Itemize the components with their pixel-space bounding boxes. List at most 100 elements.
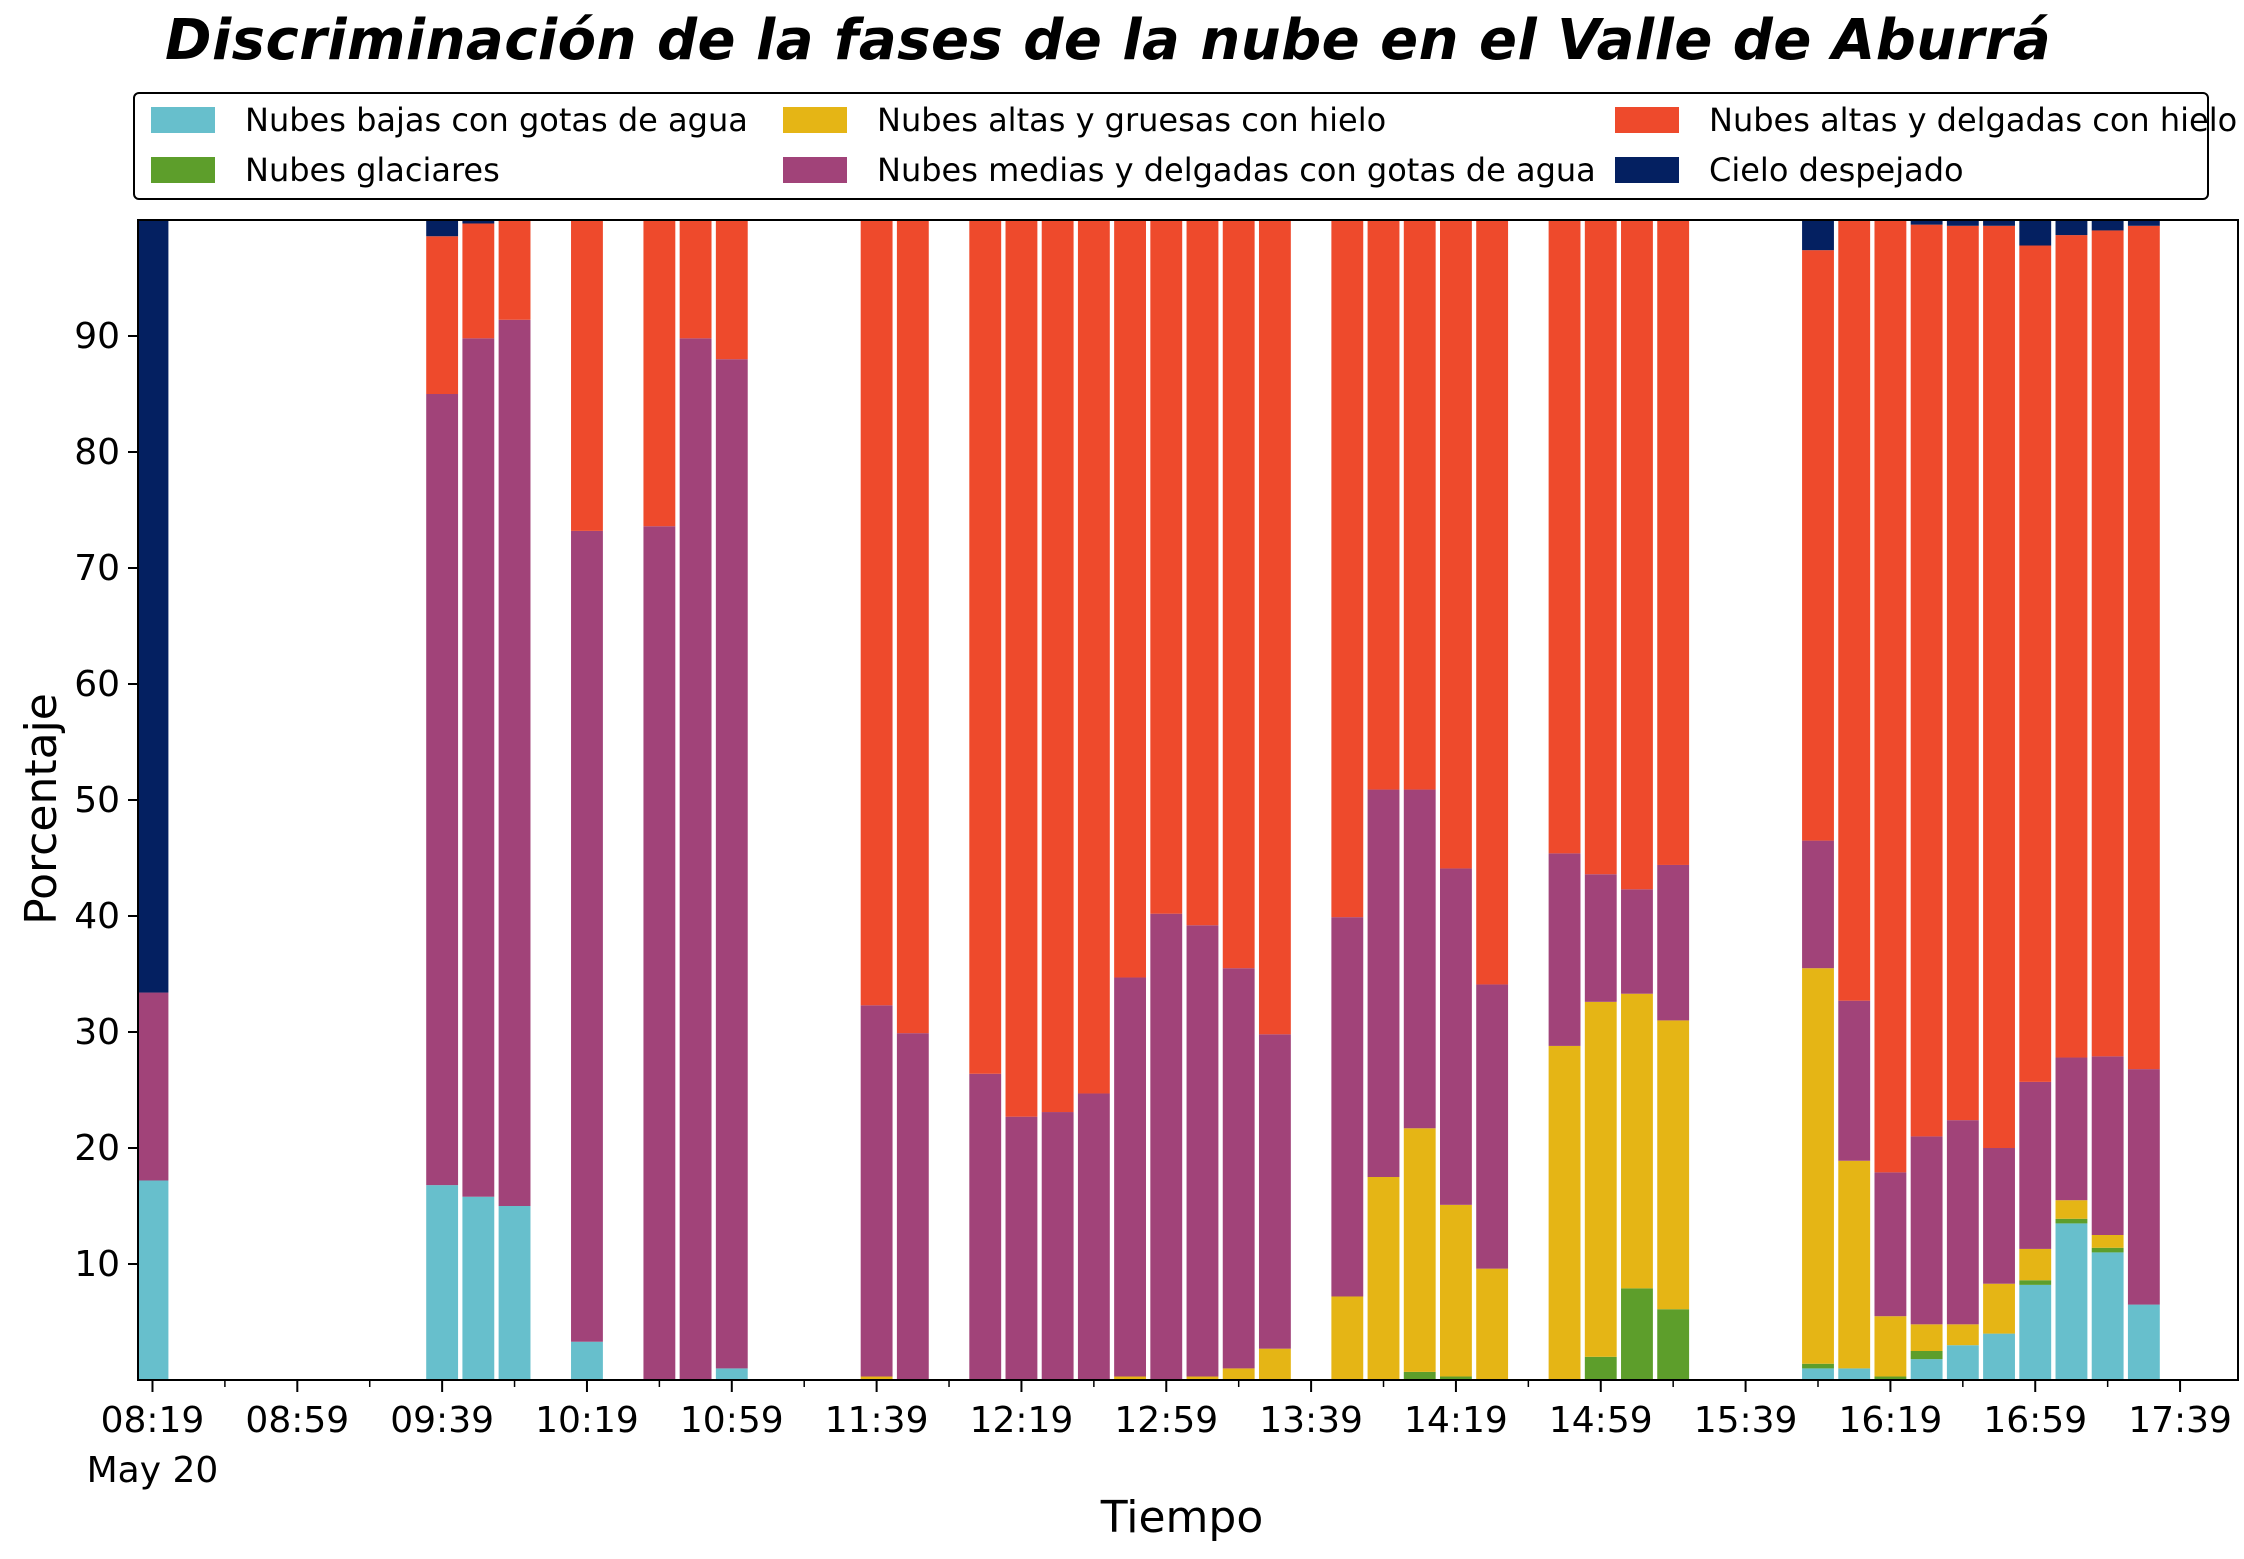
bar-segment-nubes-bajas-con-gotas-de-agua bbox=[2127, 1304, 2160, 1380]
legend-swatch-cielo-despejado bbox=[1615, 157, 1679, 183]
x-tick-label: 14:59 bbox=[1549, 1400, 1653, 1441]
bar-segment-nubes-altas-y-delgadas-con-hielo bbox=[1077, 220, 1110, 1094]
x-tick-label: 16:59 bbox=[1983, 1400, 2087, 1441]
bar-group-1329 bbox=[1258, 220, 1291, 1380]
bar-group-1349 bbox=[1331, 220, 1364, 1380]
x-tick-label: 13:39 bbox=[1259, 1400, 1363, 1441]
y-tick-label: 80 bbox=[74, 432, 120, 473]
bar-segment-nubes-altas-y-delgadas-con-hielo bbox=[2019, 245, 2052, 1082]
x-tick-label: 15:39 bbox=[1694, 1400, 1798, 1441]
bar-segment-cielo-despejado bbox=[1983, 220, 2015, 226]
bar-segment-nubes-altas-y-delgadas-con-hielo bbox=[1150, 220, 1183, 914]
bar-segment-nubes-medias-y-delgadas-con-gotas-de-agua bbox=[1114, 977, 1146, 1377]
bar-segment-nubes-medias-y-delgadas-con-gotas-de-agua bbox=[1983, 1148, 2015, 1284]
bar-segment-nubes-medias-y-delgadas-con-gotas-de-agua bbox=[1946, 1120, 1979, 1325]
bar-segment-nubes-altas-y-delgadas-con-hielo bbox=[1874, 220, 1907, 1173]
bar-group-1709 bbox=[2055, 220, 2088, 1380]
bar-segment-nubes-altas-y-delgadas-con-hielo bbox=[498, 220, 531, 320]
bar-segment-nubes-medias-y-delgadas-con-gotas-de-agua bbox=[1910, 1136, 1943, 1325]
bar-group-0949 bbox=[462, 220, 495, 1380]
bar-segment-cielo-despejado bbox=[1946, 220, 1979, 226]
bar-segment-nubes-altas-y-delgadas-con-hielo bbox=[969, 220, 1002, 1074]
bar-segment-nubes-medias-y-delgadas-con-gotas-de-agua bbox=[1005, 1116, 1038, 1380]
bar-segment-nubes-bajas-con-gotas-de-agua bbox=[498, 1206, 531, 1380]
bar-segment-nubes-glaciares bbox=[1910, 1351, 1943, 1360]
bar-segment-nubes-bajas-con-gotas-de-agua bbox=[138, 1180, 169, 1380]
x-date-label: May 20 bbox=[87, 1450, 219, 1491]
bar-segment-nubes-altas-y-delgadas-con-hielo bbox=[643, 220, 676, 527]
bar-group-1049 bbox=[679, 220, 712, 1380]
legend-item-cielo-despejado: Cielo despejado bbox=[1615, 150, 1964, 190]
bar-segment-nubes-medias-y-delgadas-con-gotas-de-agua bbox=[643, 526, 676, 1380]
legend-item-nubes-glaciares: Nubes glaciares bbox=[151, 150, 500, 190]
bar-segment-nubes-altas-y-delgadas-con-hielo bbox=[1222, 220, 1255, 969]
bar-group-1419 bbox=[1440, 220, 1472, 1380]
legend-item-nubes-medias: Nubes medias y delgadas con gotas de agu… bbox=[783, 150, 1596, 190]
y-tick-label: 20 bbox=[74, 1128, 120, 1169]
bar-segment-nubes-altas-y-gruesas-con-hielo bbox=[2019, 1248, 2052, 1281]
bar-segment-cielo-despejado bbox=[426, 220, 459, 237]
bar-group-1139 bbox=[860, 220, 893, 1380]
bar-group-1019 bbox=[571, 220, 603, 1380]
bar-segment-nubes-altas-y-delgadas-con-hielo bbox=[1440, 220, 1472, 869]
bar-segment-nubes-altas-y-delgadas-con-hielo bbox=[1584, 220, 1617, 875]
bar-segment-nubes-medias-y-delgadas-con-gotas-de-agua bbox=[1150, 913, 1183, 1380]
bar-segment-nubes-altas-y-delgadas-con-hielo bbox=[2055, 235, 2088, 1058]
bar-segment-cielo-despejado bbox=[2019, 220, 2052, 246]
x-tick-label: 16:19 bbox=[1839, 1400, 1943, 1441]
bar-segment-nubes-altas-y-gruesas-con-hielo bbox=[1331, 1296, 1364, 1380]
bar-segment-nubes-medias-y-delgadas-con-gotas-de-agua bbox=[2091, 1056, 2124, 1235]
bar-segment-nubes-bajas-con-gotas-de-agua bbox=[1838, 1368, 1871, 1380]
bar-group-1519 bbox=[1657, 220, 1690, 1380]
bar-segment-nubes-altas-y-gruesas-con-hielo bbox=[1584, 1001, 1617, 1357]
bar-segment-nubes-altas-y-delgadas-con-hielo bbox=[1910, 224, 1943, 1137]
bar-segment-nubes-altas-y-delgadas-con-hielo bbox=[896, 220, 929, 1034]
x-tick-label: 12:59 bbox=[1114, 1400, 1218, 1441]
bar-group-1149 bbox=[896, 220, 929, 1380]
bar-segment-nubes-medias-y-delgadas-con-gotas-de-agua bbox=[1621, 889, 1653, 994]
bar-segment-nubes-glaciares bbox=[1621, 1288, 1653, 1380]
bar-segment-nubes-altas-y-gruesas-con-hielo bbox=[1476, 1268, 1509, 1380]
bar-segment-nubes-bajas-con-gotas-de-agua bbox=[1802, 1368, 1834, 1380]
bar-group-0959 bbox=[498, 220, 531, 1380]
bar-segment-nubes-glaciares bbox=[1584, 1356, 1617, 1380]
bar-segment-nubes-medias-y-delgadas-con-gotas-de-agua bbox=[1367, 789, 1400, 1177]
bar-segment-nubes-bajas-con-gotas-de-agua bbox=[1983, 1333, 2015, 1380]
bar-segment-nubes-altas-y-gruesas-con-hielo bbox=[1983, 1283, 2015, 1334]
bar-segment-nubes-medias-y-delgadas-con-gotas-de-agua bbox=[1874, 1172, 1907, 1317]
bar-segment-nubes-altas-y-delgadas-con-hielo bbox=[1946, 225, 1979, 1121]
bar-segment-nubes-bajas-con-gotas-de-agua bbox=[1946, 1345, 1979, 1380]
x-tick-label: 10:59 bbox=[680, 1400, 784, 1441]
legend-swatch-nubes-altas-delgadas bbox=[1615, 107, 1679, 133]
bar-segment-nubes-altas-y-gruesas-con-hielo bbox=[2091, 1235, 2124, 1248]
bar-segment-nubes-altas-y-delgadas-con-hielo bbox=[1657, 220, 1690, 865]
bar-segment-nubes-altas-y-gruesas-con-hielo bbox=[1186, 1376, 1219, 1380]
y-tick-label: 10 bbox=[74, 1244, 120, 1285]
bar-segment-nubes-medias-y-delgadas-con-gotas-de-agua bbox=[138, 992, 169, 1181]
bar-group-0819 bbox=[138, 220, 169, 1380]
bar-segment-nubes-medias-y-delgadas-con-gotas-de-agua bbox=[1186, 925, 1219, 1377]
bar-group-1249 bbox=[1114, 220, 1146, 1380]
bar-segment-nubes-altas-y-gruesas-con-hielo bbox=[2055, 1200, 2088, 1219]
bars-layer bbox=[138, 220, 2160, 1380]
bar-group-1619 bbox=[1874, 220, 1907, 1380]
legend-label-cielo-despejado: Cielo despejado bbox=[1709, 151, 1964, 189]
bar-group-1559 bbox=[1802, 220, 1834, 1380]
x-tick-label: 12:19 bbox=[970, 1400, 1074, 1441]
bar-segment-nubes-glaciares bbox=[2019, 1280, 2052, 1285]
bar-group-1319 bbox=[1222, 220, 1255, 1380]
x-tick-label: 09:39 bbox=[390, 1400, 494, 1441]
bar-segment-nubes-medias-y-delgadas-con-gotas-de-agua bbox=[462, 338, 495, 1197]
bar-segment-nubes-altas-y-delgadas-con-hielo bbox=[1838, 220, 1871, 1001]
y-tick-label: 70 bbox=[74, 548, 120, 589]
bar-segment-nubes-altas-y-gruesas-con-hielo bbox=[1403, 1128, 1436, 1372]
bar-segment-nubes-altas-y-gruesas-con-hielo bbox=[1621, 993, 1653, 1289]
legend-item-nubes-altas-gruesas: Nubes altas y gruesas con hielo bbox=[783, 100, 1386, 140]
bar-segment-nubes-glaciares bbox=[1440, 1376, 1472, 1380]
bar-group-1409 bbox=[1403, 220, 1436, 1380]
y-tick-label: 90 bbox=[74, 316, 120, 357]
bar-segment-nubes-medias-y-delgadas-con-gotas-de-agua bbox=[2127, 1069, 2160, 1305]
bar-segment-nubes-altas-y-delgadas-con-hielo bbox=[2127, 225, 2160, 1070]
x-tick-label: 08:59 bbox=[245, 1400, 349, 1441]
